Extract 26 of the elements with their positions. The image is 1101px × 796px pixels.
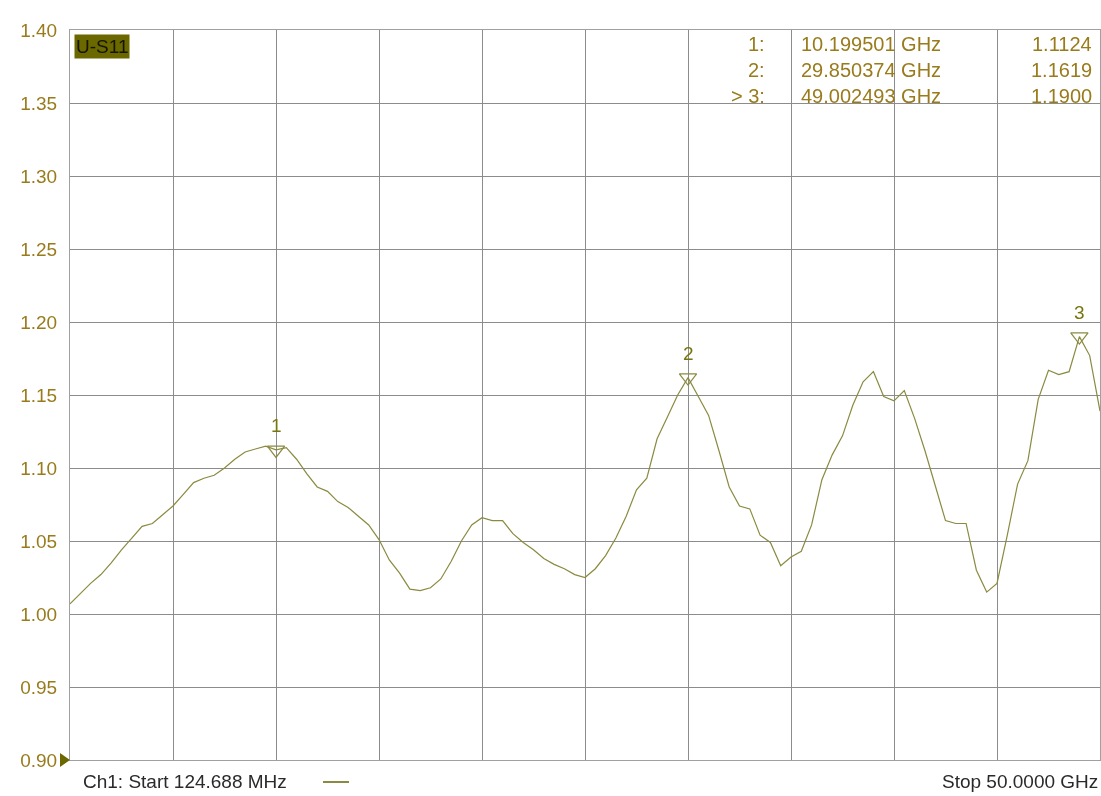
- annotation: 2:: [748, 59, 765, 81]
- y-tick-label: 1.00: [20, 603, 58, 625]
- series-label: 2: [683, 343, 694, 364]
- y-tick-label: 1.05: [20, 530, 58, 552]
- y-tick-label: 1.40: [20, 19, 58, 41]
- annotation: 10.199501 GHz: [801, 33, 942, 55]
- annotation: 1:: [748, 33, 765, 55]
- y-tick-label: 1.30: [20, 165, 58, 187]
- series-label: 3: [1074, 302, 1085, 323]
- annotation: 29.850374 GHz: [801, 59, 942, 81]
- y-tick-label: 1.25: [20, 238, 58, 260]
- annotation: 1.1124: [1032, 33, 1092, 55]
- annotation: 1.1619: [1031, 59, 1093, 81]
- text: Ch1: Start 124.688 MHz: [83, 771, 287, 792]
- annotation: 49.002493 GHz: [801, 85, 942, 107]
- annotation: U-S11: [76, 36, 129, 57]
- text: Stop 50.0000 GHz: [942, 771, 1099, 792]
- y-tick-label: 0.95: [20, 676, 58, 698]
- y-tick-label: 1.35: [20, 92, 58, 114]
- annotation: 1.1900: [1031, 85, 1093, 107]
- y-tick-label: 1.10: [20, 457, 58, 479]
- annotation: > 3:: [731, 85, 765, 107]
- y-tick-label: 0.90: [20, 749, 58, 771]
- y-tick-label: 1.20: [20, 311, 58, 333]
- y-tick-label: 1.15: [20, 384, 58, 406]
- series-label: 1: [271, 415, 282, 436]
